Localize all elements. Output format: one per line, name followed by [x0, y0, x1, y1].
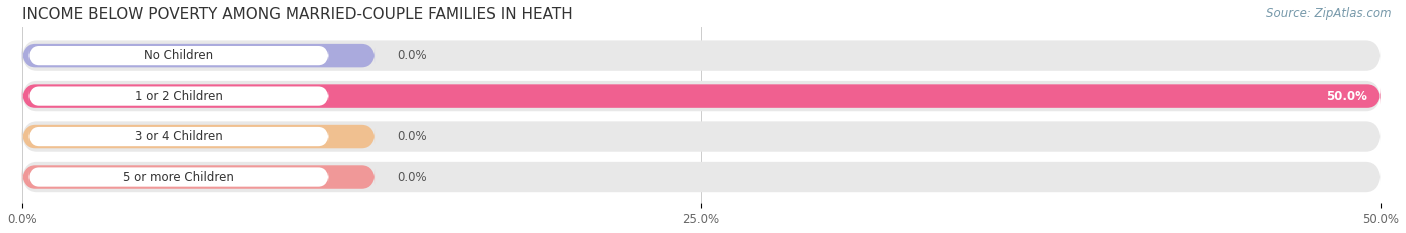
FancyBboxPatch shape — [28, 167, 329, 187]
FancyBboxPatch shape — [28, 46, 329, 65]
Text: INCOME BELOW POVERTY AMONG MARRIED-COUPLE FAMILIES IN HEATH: INCOME BELOW POVERTY AMONG MARRIED-COUPL… — [21, 7, 572, 22]
FancyBboxPatch shape — [21, 121, 1381, 152]
FancyBboxPatch shape — [21, 125, 375, 148]
Text: 3 or 4 Children: 3 or 4 Children — [135, 130, 222, 143]
Text: 0.0%: 0.0% — [396, 49, 426, 62]
FancyBboxPatch shape — [28, 127, 329, 146]
Text: Source: ZipAtlas.com: Source: ZipAtlas.com — [1267, 7, 1392, 20]
FancyBboxPatch shape — [28, 86, 329, 106]
FancyBboxPatch shape — [21, 44, 375, 67]
FancyBboxPatch shape — [21, 41, 1381, 71]
Text: 50.0%: 50.0% — [1326, 89, 1367, 103]
FancyBboxPatch shape — [21, 81, 1381, 111]
FancyBboxPatch shape — [21, 165, 375, 189]
Text: 1 or 2 Children: 1 or 2 Children — [135, 89, 222, 103]
Text: No Children: No Children — [145, 49, 214, 62]
FancyBboxPatch shape — [21, 162, 1381, 192]
Text: 0.0%: 0.0% — [396, 171, 426, 184]
FancyBboxPatch shape — [21, 84, 1381, 108]
Text: 5 or more Children: 5 or more Children — [124, 171, 235, 184]
Text: 0.0%: 0.0% — [396, 130, 426, 143]
